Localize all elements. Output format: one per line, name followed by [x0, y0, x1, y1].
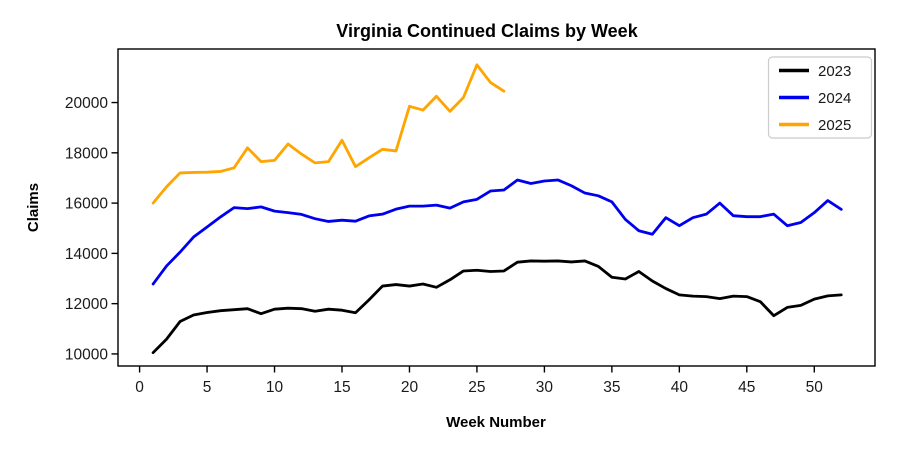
y-tick-label: 18000: [65, 145, 108, 162]
x-tick-label: 0: [135, 379, 144, 396]
chart-title: Virginia Continued Claims by Week: [336, 21, 638, 41]
x-tick-label: 50: [806, 379, 824, 396]
y-axis-label: Claims: [25, 183, 42, 232]
x-tick-label: 40: [671, 379, 689, 396]
plot-border: [117, 48, 876, 367]
x-axis-label: Week Number: [446, 414, 546, 431]
y-tick-label: 10000: [65, 346, 108, 363]
y-tick-label: 16000: [65, 196, 108, 213]
x-tick-label: 30: [536, 379, 554, 396]
x-tick-label: 10: [266, 379, 284, 396]
legend-label-2025: 2025: [818, 117, 851, 134]
legend-label-2024: 2024: [818, 90, 851, 107]
legend: 2023 2024 2025: [767, 56, 873, 139]
y-tick-label: 12000: [65, 296, 108, 313]
series-line-2025: [151, 63, 506, 205]
x-tick-label: 35: [603, 379, 620, 396]
y-tick-label: 20000: [65, 95, 108, 112]
legend-box: [767, 56, 873, 139]
x-tick-label: 5: [203, 379, 212, 396]
plot-area: 0 5 10 15 20 25 30 35 40 45 5010000120001400016000…: [65, 48, 876, 396]
series-line-2023: [151, 259, 843, 355]
x-tick-label: 25: [468, 379, 485, 396]
series-line-2024: [151, 178, 843, 286]
legend-label-2023: 2023: [818, 63, 851, 80]
x-tick-label: 20: [401, 379, 419, 396]
y-tick-label: 14000: [65, 246, 108, 263]
x-tick-label: 15: [333, 379, 350, 396]
x-tick-label: 45: [738, 379, 755, 396]
